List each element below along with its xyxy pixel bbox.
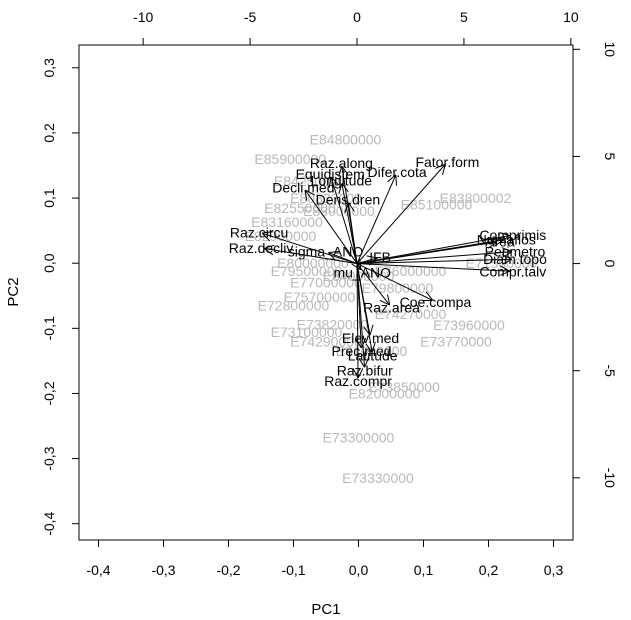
- loading-label: Fator.form: [415, 154, 479, 170]
- loading-label: Latitude: [348, 347, 398, 363]
- loading-arrow: [263, 234, 358, 265]
- observation-label: E72800000: [258, 298, 330, 314]
- loading-label: Area: [485, 234, 515, 250]
- loading-arrow: [348, 204, 358, 264]
- observation-label: E82550000: [264, 200, 336, 216]
- observation-label: E85900000: [254, 151, 326, 167]
- loading-label: Diam.topo: [483, 251, 547, 267]
- observation-label: E83160000: [251, 214, 323, 230]
- x-tick-label: -0,2: [216, 562, 240, 578]
- loading-label: Perimetro: [485, 243, 546, 259]
- y-tick-label: 0,2: [41, 123, 57, 143]
- y-tick-label: 0,1: [41, 188, 57, 208]
- loading-label: Difer.cota: [368, 164, 427, 180]
- loading-label: Longitude: [311, 172, 373, 188]
- right-tick-label: 0: [602, 260, 618, 268]
- loading-label: Raz.along: [310, 155, 373, 171]
- top-tick-label: 5: [460, 9, 468, 25]
- axes: -0,4 -0,3 -0,2 -0,1 0,0 0,1 0,2 0,3 -0,4 -0,3 -0,2…: [41, 9, 618, 578]
- loading-label: IFB: [369, 249, 391, 265]
- x-tick-label: -0,4: [86, 562, 110, 578]
- x-tick-label: 0,1: [414, 562, 434, 578]
- right-tick-label: -10: [602, 468, 618, 488]
- observation-label: E73960000: [433, 317, 505, 333]
- loading-arrow: [356, 252, 511, 265]
- loading-arrow: [357, 263, 358, 378]
- loading-label: Compr.talv: [479, 263, 546, 279]
- y-tick-label: -0,3: [41, 446, 57, 470]
- y-tick-label: -0,1: [41, 316, 57, 340]
- observation-label: E73330000: [342, 470, 414, 486]
- observation-label: E84250000: [274, 173, 346, 189]
- loading-label: mu_ANO: [333, 264, 391, 280]
- y-tick-label: 0,0: [41, 253, 57, 273]
- loading-arrow: [356, 236, 509, 265]
- loading-label: Prec.med: [332, 343, 392, 359]
- observation-label: E74270000: [375, 306, 447, 322]
- loading-label: Raz.area: [363, 299, 420, 315]
- loading-label: Coe.compa: [400, 294, 472, 310]
- x-tick-label: 0,2: [479, 562, 499, 578]
- top-tick-label: -5: [244, 9, 257, 25]
- observation-label: E73300000: [323, 430, 395, 446]
- observation-label: E83000000: [303, 203, 375, 219]
- x-tick-label: 0,0: [349, 562, 369, 578]
- observation-label: E73850000: [368, 379, 440, 395]
- loading-arrow: [356, 263, 432, 300]
- loading-label: sigma_ANO: [288, 243, 364, 259]
- loading-arrow: [356, 263, 364, 367]
- loading-arrow: [306, 191, 358, 264]
- top-tick-label: -10: [133, 9, 153, 25]
- loading-label: Comprimis: [479, 227, 546, 243]
- loading-arrow: [331, 178, 358, 264]
- observation-label: E82000000: [349, 385, 421, 401]
- top-tick-label: 0: [353, 9, 361, 25]
- observation-label: E73820000: [297, 316, 369, 332]
- loading-label: Equidistem: [296, 166, 365, 182]
- loading-arrow: [356, 259, 511, 263]
- loading-label: Dens.dren: [316, 192, 381, 208]
- observation-label: E74290000: [290, 333, 362, 349]
- observation-label: E84800000: [310, 131, 382, 147]
- observation-label: E83800002: [440, 190, 512, 206]
- loading-label: Raz.circu: [230, 224, 288, 240]
- y-axis-title: PC2: [5, 277, 22, 306]
- right-tick-label: -5: [602, 364, 618, 377]
- loading-label: Elev.med: [342, 330, 399, 346]
- x-tick-label: -0,1: [281, 562, 305, 578]
- observation-label: E85100000: [401, 197, 473, 213]
- observation-label: E77000000: [290, 275, 362, 291]
- x-tick-label: 0,3: [544, 562, 564, 578]
- observation-label: E73100000: [271, 324, 343, 340]
- loading-arrow: [356, 176, 395, 264]
- loading-label: Raz.bifur: [337, 362, 393, 378]
- loading-labels: Fator.formDifer.cotaRaz.alongEquidistemL…: [229, 154, 547, 389]
- observation-label: E73770000: [420, 333, 492, 349]
- loading-label: Raz.compr: [324, 373, 392, 389]
- loading-arrow: [356, 263, 509, 272]
- loading-arrow: [356, 242, 496, 265]
- right-tick-label: 10: [602, 41, 618, 57]
- loading-arrow: [265, 249, 358, 265]
- right-tick-label: 5: [602, 153, 618, 161]
- loading-label: Decli.med: [272, 179, 334, 195]
- y-tick-label: -0,2: [41, 381, 57, 405]
- loading-label: Numaflos: [477, 231, 536, 247]
- loading-arrow: [356, 263, 389, 305]
- loading-arrow: [356, 165, 445, 264]
- observation-label: E71500000: [466, 255, 538, 271]
- y-tick-label: -0,4: [41, 511, 57, 535]
- y-tick-label: 0,3: [41, 58, 57, 78]
- observation-label: E84000000: [323, 268, 395, 284]
- loading-arrow: [342, 184, 358, 264]
- x-axis-title: PC1: [311, 601, 340, 618]
- observation-label: E75700000: [284, 289, 356, 305]
- loading-arrows: [263, 165, 511, 377]
- loading-arrow: [356, 263, 372, 352]
- x-tick-label: -0,3: [151, 562, 175, 578]
- loading-label: Raz.decliv: [229, 240, 294, 256]
- top-tick-label: 10: [563, 9, 579, 25]
- observation-label: E79500000: [271, 263, 343, 279]
